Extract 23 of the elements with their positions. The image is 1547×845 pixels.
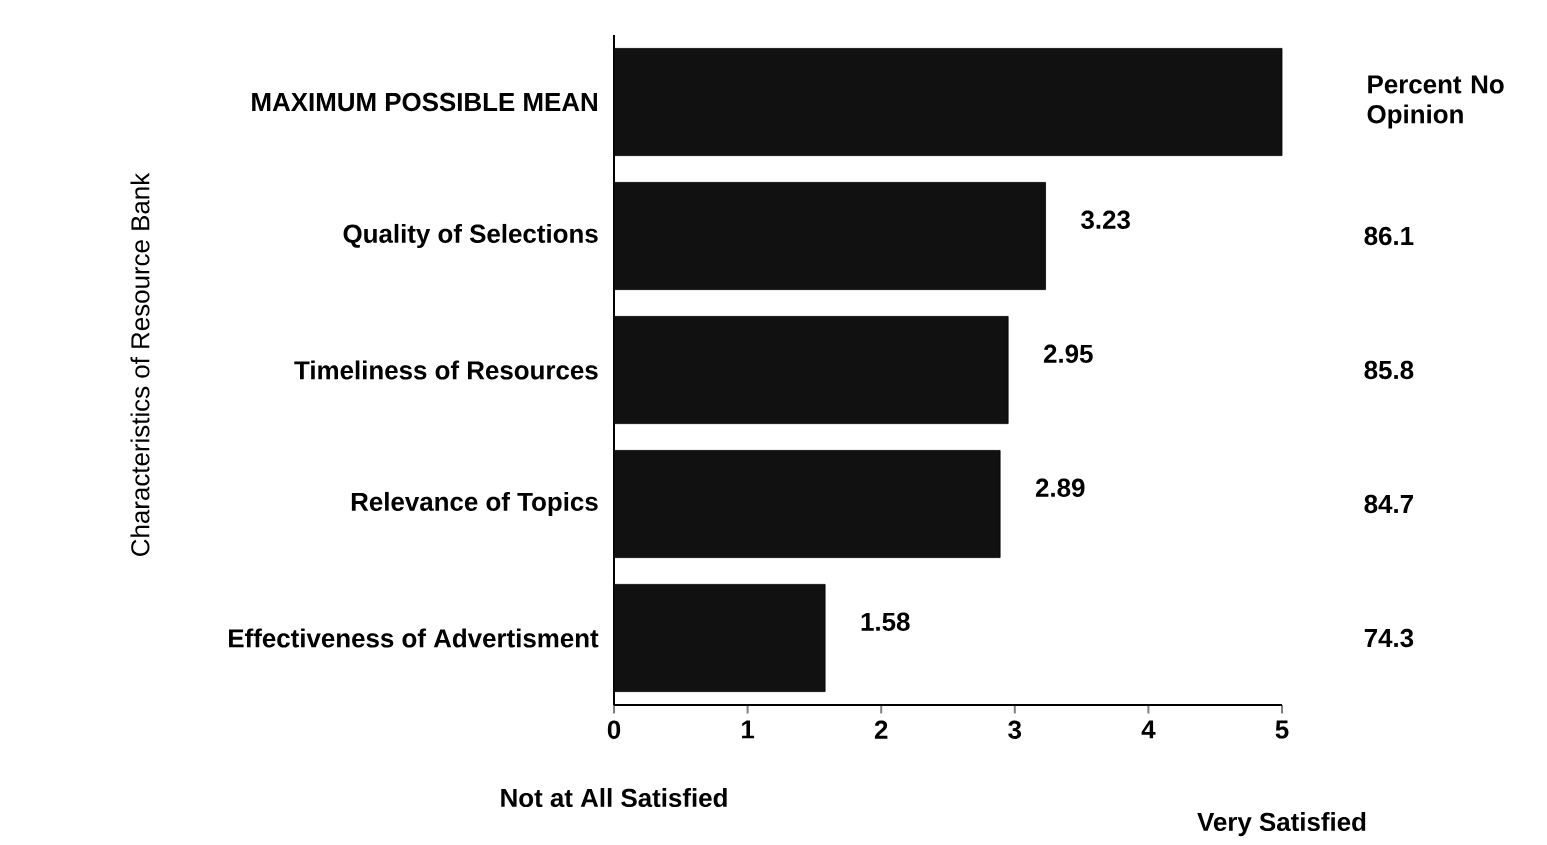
text: Very Satisfied (1197, 812, 1366, 837)
text: Percent No Opinion (1367, 75, 1504, 129)
text: Not at All Satisfied (501, 788, 727, 808)
data-label: 2.95 (1043, 344, 1093, 363)
x-tick-label: 3 (1008, 720, 1022, 739)
x-tick-label: 1 (742, 720, 755, 739)
x-tick-label: 2 (874, 720, 888, 739)
text: 74.3 (1364, 628, 1414, 648)
data-label: 1.58 (861, 612, 910, 631)
text: 85.8 (1364, 360, 1414, 380)
text: 86.1 (1364, 226, 1414, 246)
x-tick-label: 4 (1141, 720, 1156, 739)
y-tick-label: Effectiveness of Advertisment (229, 628, 599, 648)
y-tick-label: Relevance of Topics (351, 491, 598, 517)
data-label: 3.23 (1081, 210, 1130, 229)
y-tick-label: Quality of Selections (343, 223, 598, 249)
text: 84.7 (1364, 494, 1413, 514)
x-tick-label: 5 (1275, 720, 1289, 739)
data-label: 2.89 (1035, 478, 1085, 497)
y-tick-label: MAXIMUM POSSIBLE MEAN (252, 92, 597, 112)
y-tick-label: Timeliness of Resources (294, 360, 598, 380)
x-tick-label: 0 (607, 720, 621, 739)
y-axis-title: Characteristics of Resource Bank (130, 172, 150, 556)
